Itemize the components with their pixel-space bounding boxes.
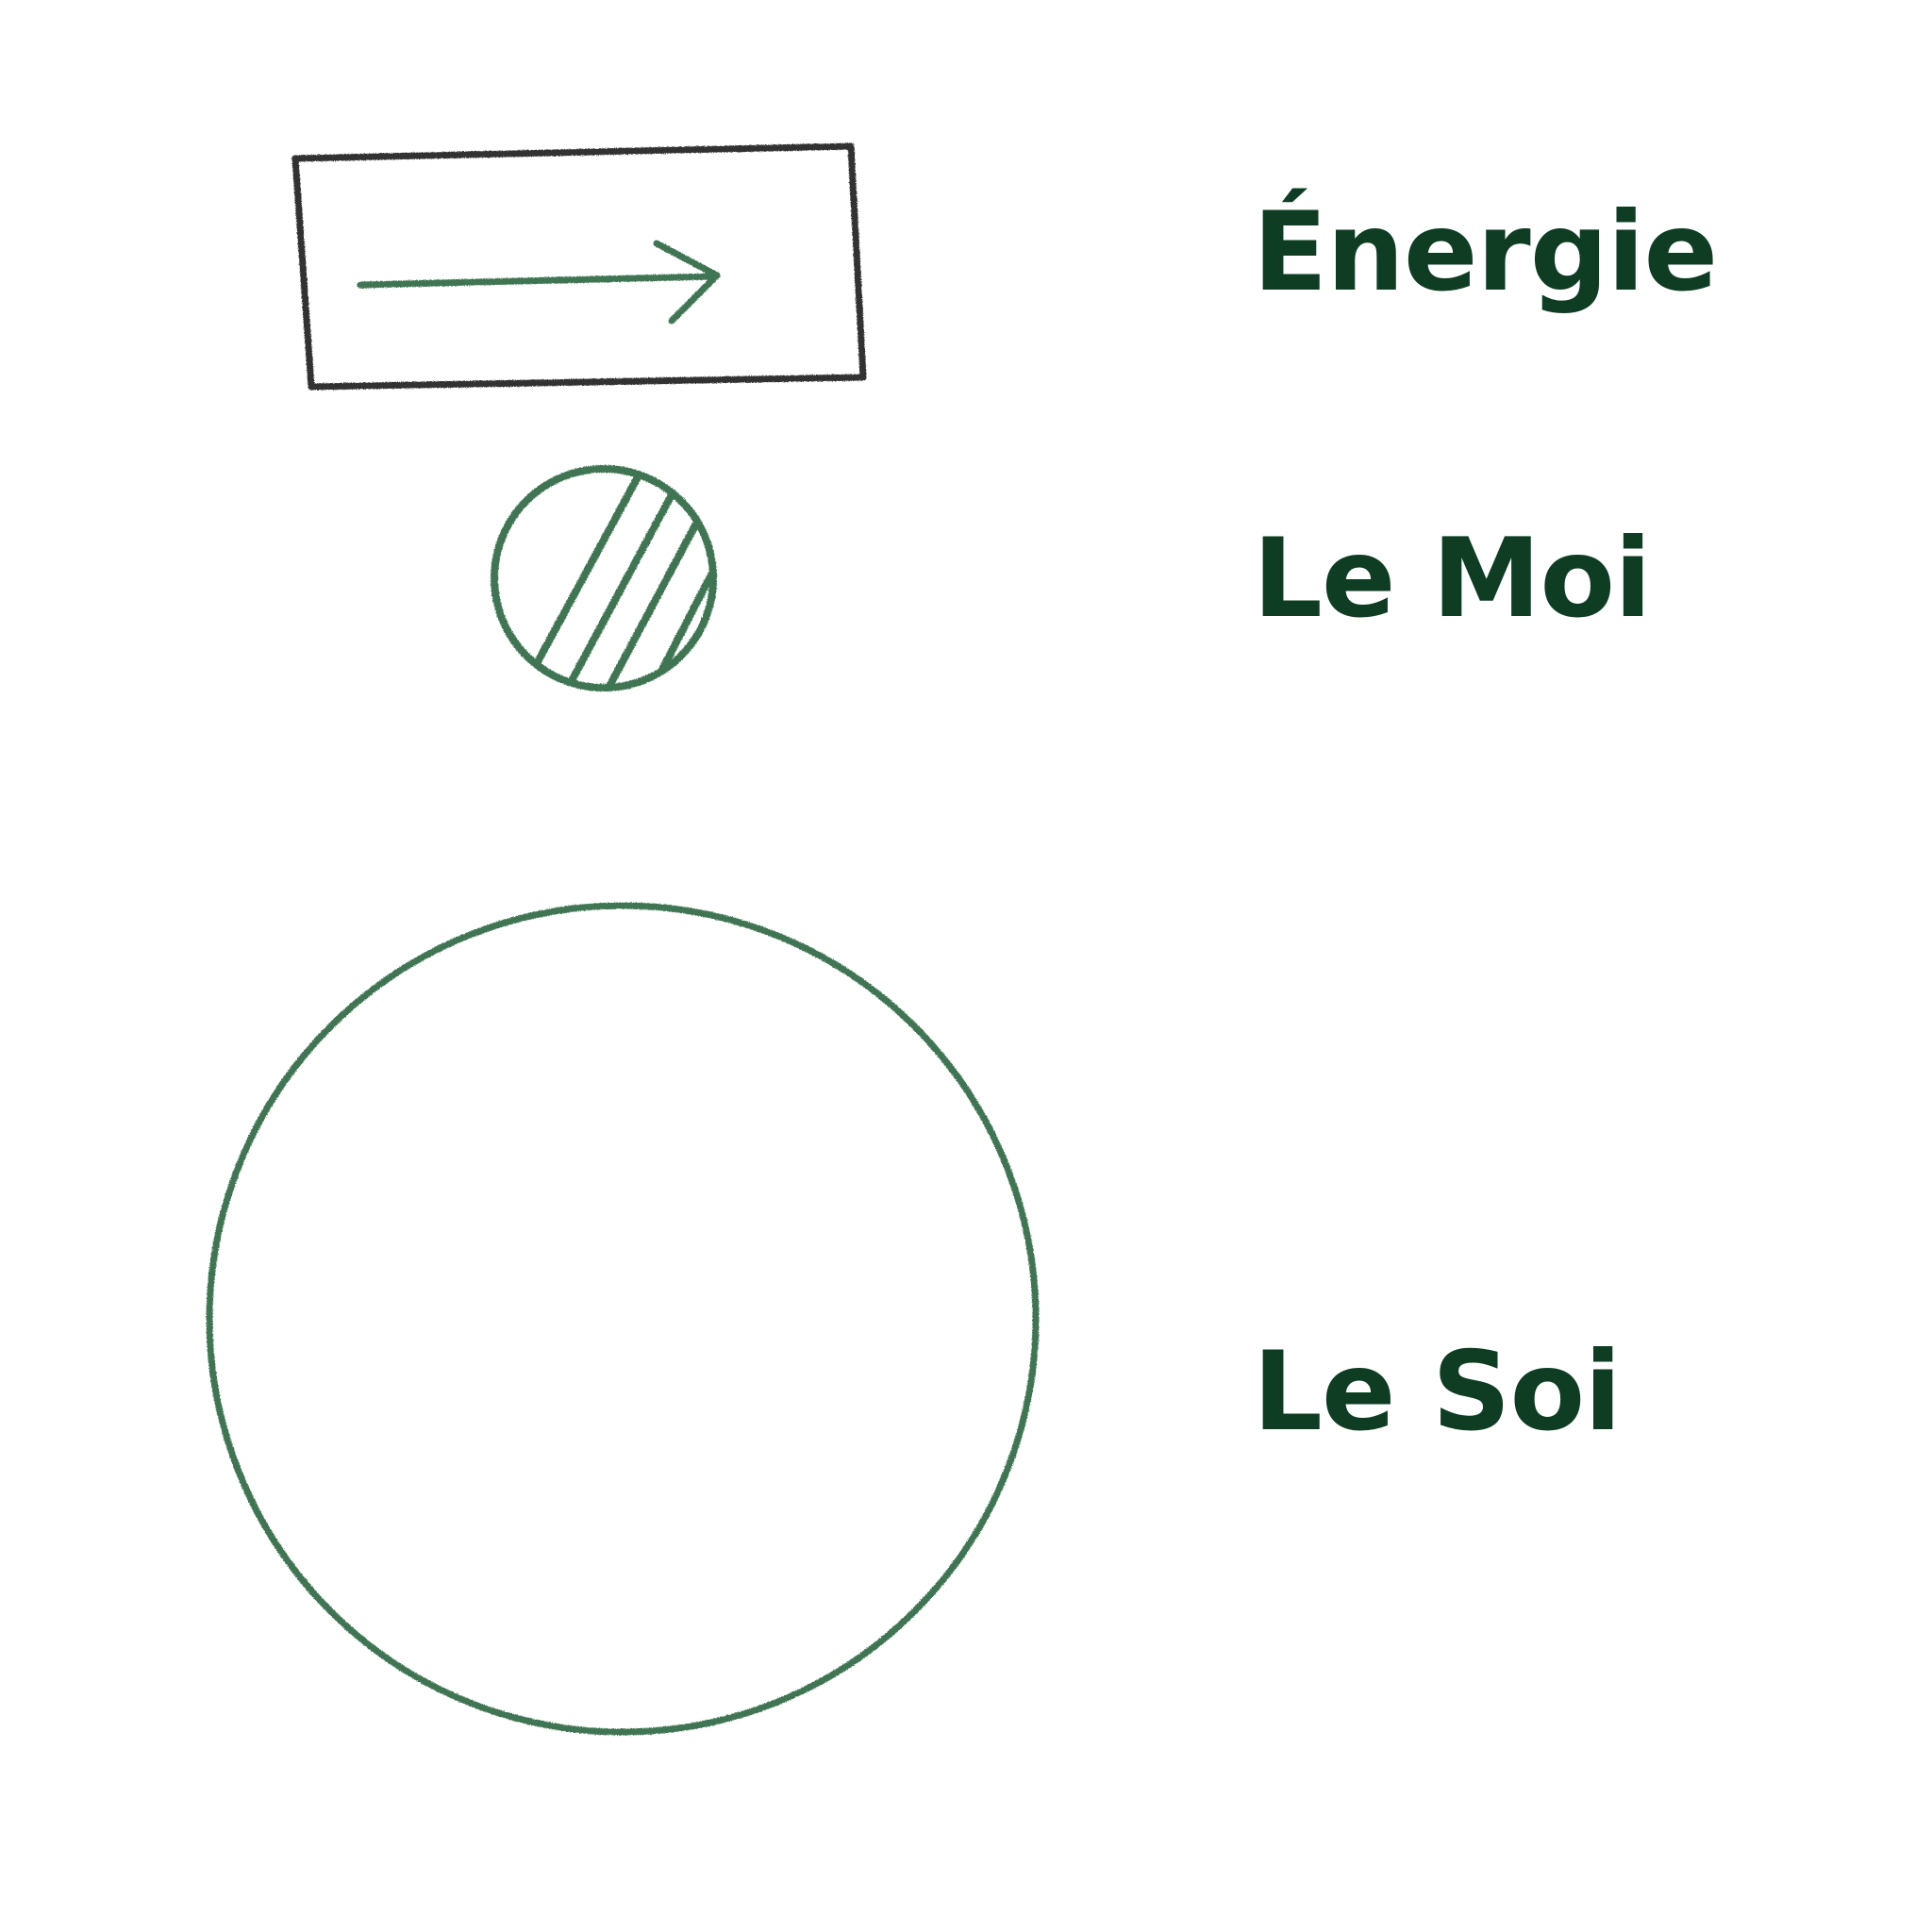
arrow-icon (357, 240, 721, 325)
small-circle (491, 465, 717, 691)
moi-symbol (491, 465, 717, 691)
soi-label: Le Soi (1253, 1328, 1622, 1456)
large-circle (206, 902, 1040, 1736)
energy-box (291, 142, 867, 391)
energy-symbol (291, 142, 867, 391)
soi-symbol (206, 902, 1040, 1736)
energy-label: Énergie (1253, 189, 1718, 316)
moi-label: Le Moi (1253, 515, 1652, 642)
